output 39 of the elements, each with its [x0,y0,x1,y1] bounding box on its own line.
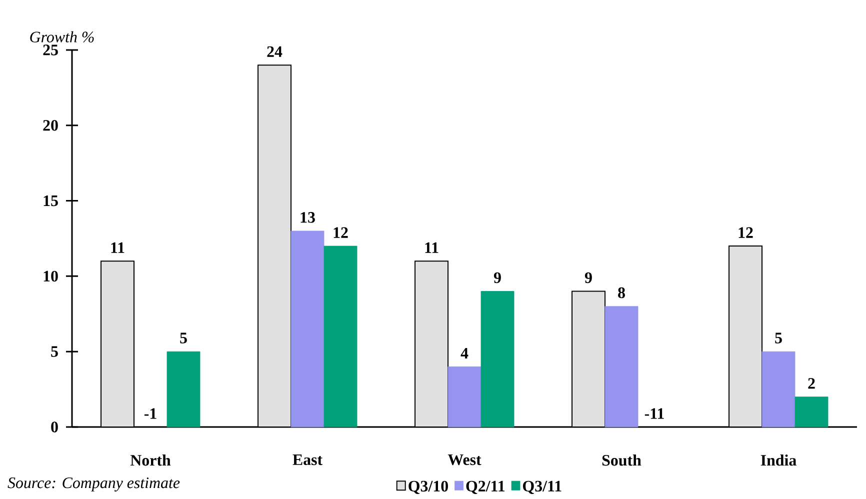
bar [448,366,482,428]
data-label: 9 [494,272,501,284]
x-tick-label: North [130,454,171,466]
bar [794,396,828,428]
x-tick-label: West [448,454,482,466]
bar [290,230,324,428]
x-tick-label: India [760,454,796,466]
bar [762,351,796,428]
data-label: 4 [460,348,468,358]
y-axis-title: Growth % [30,31,94,42]
y-tick-label: 15 [44,195,58,206]
source-note: Source: Company estimate [8,477,180,492]
bar [166,351,200,428]
bar [604,306,638,428]
data-label: 5 [180,332,187,344]
bar [480,291,514,428]
bar [324,246,358,428]
data-label: 24 [267,46,282,57]
y-tick-label: 0 [51,422,58,432]
y-tick-label: 10 [44,270,58,282]
data-label: 12 [334,227,348,238]
data-label: 2 [808,378,815,389]
data-label: 9 [584,272,592,284]
text: -1 [144,408,156,419]
data-label: 8 [618,287,625,298]
y-tick-label: 20 [43,120,58,131]
legend-label: Q3/11 [523,480,562,494]
y-tick-label: 25 [43,44,58,56]
legend-label: Q3/10 [408,480,448,494]
data-label: 11 [425,242,438,253]
data-label: 11 [111,242,124,253]
text: -11 [644,408,664,419]
data-label: 12 [738,227,753,238]
y-tick-label: 5 [51,346,58,357]
data-label: 13 [300,212,315,223]
x-tick-label: South [602,454,642,466]
data-label: 5 [775,332,782,344]
x-tick-label: East [292,454,322,466]
legend-label: Q2/11 [466,480,505,494]
